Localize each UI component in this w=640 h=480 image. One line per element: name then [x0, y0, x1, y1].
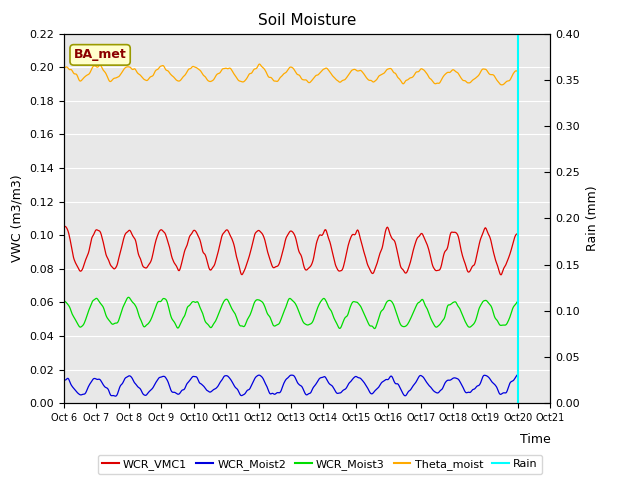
Y-axis label: Rain (mm): Rain (mm) — [586, 186, 598, 251]
Text: Time: Time — [520, 433, 550, 446]
Legend: WCR_VMC1, WCR_Moist2, WCR_Moist3, Theta_moist, Rain: WCR_VMC1, WCR_Moist2, WCR_Moist3, Theta_… — [97, 455, 543, 474]
Y-axis label: VWC (m3/m3): VWC (m3/m3) — [11, 175, 24, 262]
Text: BA_met: BA_met — [74, 48, 127, 61]
Title: Soil Moisture: Soil Moisture — [258, 13, 356, 28]
